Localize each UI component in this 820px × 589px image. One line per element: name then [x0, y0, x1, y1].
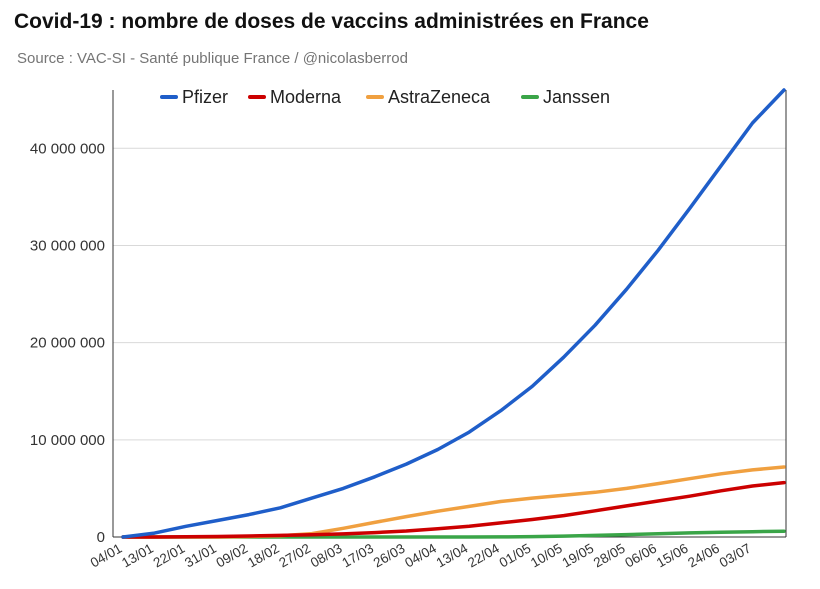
- x-tick-label: 27/02: [276, 541, 313, 571]
- x-tick-label: 13/01: [119, 541, 156, 571]
- x-tick-label: 17/03: [339, 541, 376, 571]
- x-tick-label: 04/01: [88, 541, 125, 571]
- legend-label-moderna: Moderna: [270, 87, 342, 107]
- x-tick-label: 22/04: [465, 540, 502, 570]
- x-tick-label: 03/07: [717, 541, 754, 571]
- y-tick-label: 0: [97, 529, 105, 546]
- chart-subtitle: Source : VAC-SI - Santé publique France …: [17, 50, 408, 67]
- x-tick-label: 08/03: [308, 541, 345, 571]
- x-tick-label: 19/05: [559, 541, 596, 571]
- axes: [112, 90, 787, 538]
- chart-title: Covid-19 : nombre de doses de vaccins ad…: [14, 10, 649, 33]
- y-axis-ticks: 0 10 000 000 20 000 000 30 000 000 40 000 00…: [30, 140, 105, 546]
- x-tick-label: 18/02: [245, 541, 282, 571]
- y-tick-label: 40 000 000: [30, 140, 105, 157]
- x-tick-label: 24/06: [685, 541, 722, 571]
- series-line-moderna: [121, 480, 786, 539]
- y-tick-label: 30 000 000: [30, 237, 105, 254]
- x-tick-label: 26/03: [371, 541, 408, 571]
- x-tick-label: 31/01: [182, 541, 219, 571]
- legend-label-pfizer: Pfizer: [182, 87, 228, 107]
- legend-label-astrazeneca: AstraZeneca: [388, 87, 491, 107]
- x-tick-label: 10/05: [528, 541, 565, 571]
- y-tick-label: 10 000 000: [30, 432, 105, 449]
- series-lines: [121, 88, 786, 539]
- x-tick-label: 01/05: [497, 541, 534, 571]
- series-line-pfizer: [121, 88, 786, 539]
- grid-lines: [113, 147, 786, 441]
- x-tick-label: 09/02: [214, 541, 251, 571]
- legend: Pfizer Moderna AstraZeneca Janssen: [160, 87, 610, 107]
- x-tick-label: 06/06: [622, 541, 659, 571]
- x-tick-label: 15/06: [654, 541, 691, 571]
- x-tick-label: 13/04: [434, 540, 471, 570]
- x-tick-label: 04/04: [402, 540, 439, 570]
- x-axis-ticks: 04/0113/0122/0131/0109/0218/0227/0208/03…: [88, 540, 754, 570]
- legend-label-janssen: Janssen: [543, 87, 610, 107]
- y-tick-label: 20 000 000: [30, 335, 105, 352]
- x-tick-label: 28/05: [591, 541, 628, 571]
- x-tick-label: 22/01: [151, 541, 188, 571]
